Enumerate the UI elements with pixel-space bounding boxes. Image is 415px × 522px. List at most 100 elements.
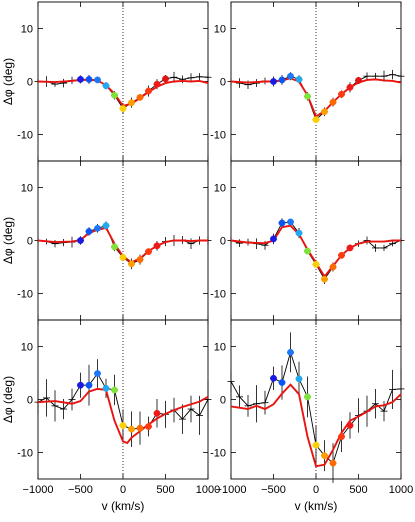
- x-tick-label: 500: [349, 484, 367, 496]
- velocity-point: [270, 78, 277, 85]
- x-tick-label: −500: [68, 484, 93, 496]
- velocity-point: [136, 94, 144, 101]
- velocity-point: [346, 244, 354, 252]
- velocity-point: [102, 384, 110, 392]
- x-axis-label: v (km/s): [295, 499, 338, 513]
- velocity-point: [94, 224, 101, 232]
- velocity-point: [321, 452, 328, 460]
- velocity-point: [85, 381, 93, 389]
- x-tick-label: −500: [261, 484, 286, 496]
- x-tick-label: 500: [156, 484, 174, 496]
- velocity-point: [153, 409, 161, 417]
- velocity-point: [355, 77, 362, 84]
- velocity-point: [278, 379, 286, 386]
- velocity-point: [270, 235, 277, 243]
- y-tick-label: 10: [21, 342, 33, 354]
- velocity-point: [145, 87, 152, 95]
- x-tick-label: 0: [120, 484, 126, 496]
- y-tick-label: -10: [210, 130, 226, 142]
- y-tick-label: 0: [27, 236, 33, 248]
- model-line: [37, 387, 209, 445]
- y-tick-label: 10: [21, 183, 33, 195]
- x-tick-label: 1000: [389, 484, 413, 496]
- velocity-point: [145, 248, 152, 256]
- y-tick-label: 0: [220, 395, 226, 407]
- velocity-point: [329, 263, 337, 271]
- velocity-point: [153, 242, 161, 250]
- velocity-point: [119, 105, 127, 112]
- velocity-point: [312, 260, 320, 268]
- x-tick-label: 0: [313, 484, 319, 496]
- velocity-point: [338, 251, 345, 259]
- panel-middle-right: -10 0 10: [210, 160, 405, 321]
- velocity-point: [111, 386, 118, 394]
- velocity-point: [329, 459, 337, 467]
- x-tick-label: −1000: [23, 484, 54, 496]
- y-axis-label: Δφ (deg): [1, 217, 15, 264]
- y-tick-label: 10: [21, 24, 33, 36]
- velocity-point: [136, 424, 144, 432]
- panel-top-left: -10 0 10 Δφ (deg): [1, 1, 212, 162]
- velocity-point: [85, 228, 93, 235]
- velocity-point: [287, 348, 294, 356]
- velocity-point: [287, 72, 294, 80]
- velocity-point: [119, 422, 127, 429]
- velocity-point: [295, 375, 303, 383]
- velocity-point: [128, 99, 135, 107]
- model-line: [230, 383, 402, 468]
- y-tick-label: 10: [214, 342, 226, 354]
- y-tick-label: -10: [17, 448, 33, 460]
- x-tick-label: 1000: [196, 484, 220, 496]
- velocity-point: [304, 393, 311, 401]
- velocity-point: [119, 254, 127, 261]
- velocity-point: [102, 222, 110, 230]
- y-tick-label: 0: [27, 395, 33, 407]
- velocity-point: [321, 108, 328, 116]
- velocity-point: [111, 243, 118, 251]
- velocity-point: [77, 75, 84, 83]
- velocity-point: [111, 91, 118, 99]
- velocity-point: [102, 82, 110, 90]
- velocity-point: [278, 219, 286, 227]
- velocity-point: [270, 374, 277, 382]
- y-tick-label: -10: [17, 130, 33, 142]
- panel-bottom-left: -10 0 10 −1000 −500 0 500 1000 Δφ (deg) v (km/s): [1, 319, 220, 513]
- y-tick-label: -10: [17, 289, 33, 301]
- velocity-point: [145, 423, 152, 430]
- velocity-point: [94, 370, 101, 377]
- velocity-point: [153, 80, 161, 88]
- y-axis-label: Δφ (deg): [1, 376, 15, 423]
- velocity-point: [346, 83, 354, 91]
- panel-middle-left: -10 0 10 Δφ (deg): [1, 160, 212, 321]
- velocity-point: [128, 425, 135, 433]
- x-axis-label: v (km/s): [102, 499, 145, 513]
- y-tick-label: 0: [27, 77, 33, 89]
- x-tick-label: −1000: [216, 484, 247, 496]
- velocity-point: [295, 75, 303, 83]
- velocity-point: [128, 260, 135, 268]
- y-tick-label: -10: [210, 289, 226, 301]
- y-tick-label: -10: [210, 448, 226, 460]
- y-axis-label: Δφ (deg): [1, 58, 15, 105]
- velocity-point: [295, 229, 303, 237]
- panel-top-right: -10 0 10: [210, 1, 405, 162]
- velocity-point: [346, 422, 354, 429]
- velocity-point: [77, 237, 84, 244]
- velocity-point: [329, 98, 337, 106]
- velocity-point: [312, 441, 320, 449]
- velocity-point: [136, 256, 144, 263]
- velocity-point: [287, 218, 294, 226]
- panel-bottom-right: -10 0 10 −1000 −500 0 500 1000 v (km/s): [210, 319, 413, 513]
- y-tick-label: 0: [220, 77, 226, 89]
- velocity-point: [312, 116, 320, 124]
- velocity-point: [304, 92, 311, 100]
- velocity-point: [304, 247, 311, 255]
- velocity-point: [85, 75, 93, 83]
- y-tick-label: 0: [220, 236, 226, 248]
- y-tick-label: 10: [214, 183, 226, 195]
- velocity-point: [278, 76, 286, 84]
- velocity-point: [338, 90, 345, 98]
- y-tick-label: 10: [214, 24, 226, 36]
